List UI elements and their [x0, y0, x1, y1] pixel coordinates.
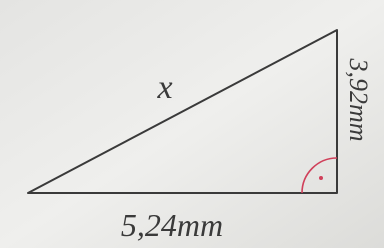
height-label: 3,92mm	[344, 57, 373, 141]
diagram: x 3,92mm 5,24mm	[0, 0, 384, 248]
right-angle-dot	[319, 176, 323, 180]
base-label: 5,24mm	[121, 207, 223, 243]
hypotenuse-label: x	[156, 69, 172, 106]
